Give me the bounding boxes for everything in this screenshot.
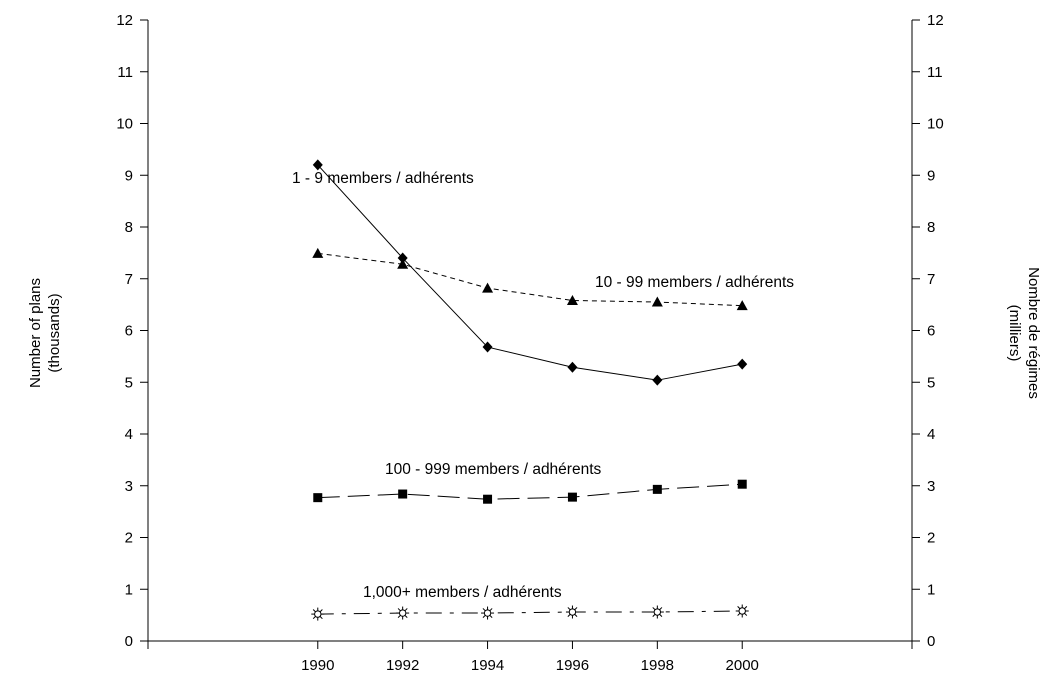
data-point-triangle bbox=[397, 258, 409, 269]
series-label-10-99: 10 - 99 members / adhérents bbox=[595, 274, 794, 291]
series-line bbox=[317, 164, 743, 381]
series-line bbox=[317, 483, 743, 500]
y-tick-label-left: 5 bbox=[125, 374, 133, 391]
y-tick-label-left: 12 bbox=[116, 12, 133, 29]
y-tick-label-right: 11 bbox=[927, 64, 943, 81]
data-point-triangle bbox=[736, 300, 748, 311]
y-tick-label-right: 3 bbox=[927, 478, 935, 495]
data-point-triangle bbox=[566, 294, 578, 305]
series-layer bbox=[311, 159, 749, 621]
y-tick-label-left: 9 bbox=[125, 167, 133, 184]
data-point-diamond bbox=[312, 159, 323, 171]
data-point-sun bbox=[311, 607, 325, 621]
y-tick-label-left: 0 bbox=[125, 633, 133, 650]
y-tick-label-left: 10 bbox=[116, 116, 133, 133]
y-tick-label-right: 2 bbox=[927, 530, 935, 547]
series-label-1000-plus: 1,000+ members / adhérents bbox=[363, 584, 562, 601]
y-tick-label-right: 7 bbox=[927, 271, 935, 288]
y-tick-label-right: 8 bbox=[927, 219, 935, 236]
data-point-square bbox=[567, 492, 577, 502]
data-point-sun bbox=[565, 605, 579, 619]
y-tick-label-right: 12 bbox=[927, 12, 944, 29]
series-3 bbox=[313, 479, 747, 504]
sun-core bbox=[568, 608, 577, 616]
y-tick-label-left: 3 bbox=[125, 478, 133, 495]
data-point-triangle bbox=[482, 282, 494, 293]
y-tick-label-left: 11 bbox=[117, 64, 133, 81]
y-tick-label-right: 5 bbox=[927, 374, 935, 391]
y-tick-label-left: 4 bbox=[125, 426, 133, 443]
data-point-diamond bbox=[652, 374, 663, 386]
series-label-100-999: 100 - 999 members / adhérents bbox=[385, 461, 602, 478]
data-point-diamond bbox=[737, 358, 748, 370]
y-axis-title-right-line1: Nombre de régimes bbox=[1025, 267, 1042, 399]
data-point-square bbox=[313, 493, 323, 503]
y-axis-title-left-line1: Number of plans bbox=[27, 278, 44, 388]
y-tick-label-right: 4 bbox=[927, 426, 935, 443]
data-point-square bbox=[737, 479, 747, 489]
data-point-diamond bbox=[397, 252, 408, 264]
data-point-diamond bbox=[482, 341, 493, 353]
data-point-sun bbox=[650, 605, 664, 619]
data-point-diamond bbox=[567, 361, 578, 373]
y-tick-label-right: 9 bbox=[927, 167, 935, 184]
sun-core bbox=[314, 610, 322, 618]
sun-core bbox=[653, 608, 662, 616]
data-point-triangle bbox=[651, 296, 663, 307]
series-1 bbox=[312, 159, 748, 386]
series-line bbox=[317, 252, 743, 307]
y-axis-title-left-line2: (thousands) bbox=[46, 293, 63, 372]
sun-core bbox=[483, 609, 492, 617]
sun-core bbox=[738, 607, 746, 615]
y-tick-label-left: 7 bbox=[125, 271, 133, 288]
sun-core bbox=[398, 609, 407, 617]
y-tick-label-left: 6 bbox=[125, 323, 133, 340]
x-tick-label: 1990 bbox=[301, 657, 334, 674]
data-point-sun bbox=[396, 606, 410, 620]
series-label-1-9: 1 - 9 members / adhérents bbox=[292, 170, 474, 187]
y-tick-label-right: 6 bbox=[927, 323, 935, 340]
x-tick-label: 1998 bbox=[641, 657, 674, 674]
y-tick-label-right: 0 bbox=[927, 633, 935, 650]
y-tick-label-right: 1 bbox=[927, 581, 935, 598]
y-tick-label-left: 1 bbox=[125, 581, 133, 598]
x-tick-label: 2000 bbox=[726, 657, 759, 674]
data-point-square bbox=[652, 484, 662, 494]
data-point-square bbox=[483, 494, 493, 504]
y-tick-label-left: 8 bbox=[125, 219, 133, 236]
x-tick-label: 1994 bbox=[471, 657, 504, 674]
series-4 bbox=[311, 604, 749, 621]
data-point-sun bbox=[481, 606, 495, 620]
data-point-triangle bbox=[312, 247, 324, 258]
series-2 bbox=[312, 247, 748, 311]
x-tick-label: 1996 bbox=[556, 657, 589, 674]
y-tick-label-right: 10 bbox=[927, 116, 944, 133]
data-point-sun bbox=[735, 604, 749, 618]
y-tick-label-left: 2 bbox=[125, 530, 133, 547]
series-line bbox=[317, 610, 743, 615]
y-axis-title-right-line2: (milliers) bbox=[1006, 305, 1023, 362]
x-tick-label: 1992 bbox=[386, 657, 419, 674]
data-point-square bbox=[398, 489, 408, 499]
